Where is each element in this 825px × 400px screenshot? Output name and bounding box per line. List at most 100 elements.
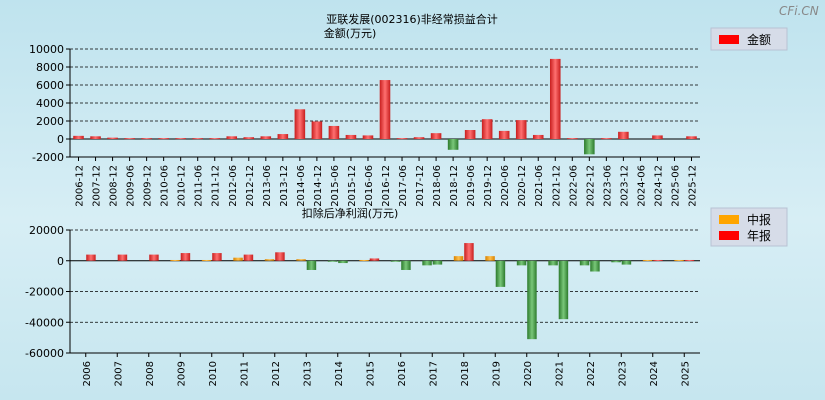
bar (549, 58, 561, 139)
x-tick-label: 2020-12 (517, 165, 528, 207)
x-tick-label: 2025 (680, 361, 691, 386)
bar-annual (306, 260, 317, 270)
x-tick-label: 2023-12 (619, 165, 630, 207)
x-tick-label: 2020-06 (500, 165, 511, 207)
bar (311, 121, 323, 139)
x-tick-label: 2011 (239, 361, 250, 386)
bar-interim (674, 259, 684, 261)
x-tick-label: 2011-06 (194, 165, 205, 207)
x-tick-label: 2007 (113, 361, 124, 386)
x-tick-label: 2012-06 (228, 165, 239, 207)
bar-annual (86, 254, 96, 261)
bar-interim (611, 260, 621, 263)
bar (345, 134, 357, 139)
bar (532, 134, 544, 139)
x-tick-label: 2021 (554, 361, 565, 386)
legend-label: 年报 (747, 228, 771, 243)
bar-annual (369, 258, 380, 261)
bar (73, 135, 84, 139)
x-tick-label: 2012 (271, 361, 282, 386)
bar (362, 135, 374, 139)
bar-interim (233, 257, 243, 261)
bar (584, 139, 595, 155)
x-tick-label: 2007-12 (92, 165, 103, 207)
bar (447, 139, 459, 150)
bar (396, 138, 408, 140)
legend-swatch (719, 231, 739, 240)
x-tick-label: 2019 (491, 361, 502, 386)
bar (328, 125, 340, 139)
bar (260, 136, 272, 139)
x-tick-label: 2025-06 (670, 165, 681, 207)
bar (515, 120, 527, 139)
bar (107, 137, 118, 139)
y-tick-label: 20000 (29, 224, 64, 237)
y-tick-label: 10000 (29, 43, 64, 56)
bar-interim (548, 260, 558, 266)
x-tick-label: 2022-06 (568, 165, 579, 207)
bar-annual (149, 254, 159, 261)
bar (294, 109, 306, 139)
bar-interim (327, 260, 338, 262)
bar (413, 137, 425, 139)
bar-interim (422, 260, 432, 266)
bar-annual (590, 260, 600, 272)
bar (226, 136, 238, 139)
bar (175, 138, 186, 140)
x-tick-label: 2022 (586, 361, 597, 386)
bar (567, 138, 578, 140)
chart2-title: 扣除后净利润(万元) (302, 206, 399, 220)
x-tick-label: 2008-12 (109, 165, 120, 207)
bar-annual (495, 260, 506, 287)
bar (141, 138, 152, 140)
x-tick-label: 2009-12 (143, 165, 154, 207)
y-tick-label: -60000 (25, 347, 64, 360)
x-tick-label: 2013 (302, 361, 313, 386)
y-tick-label: 8000 (36, 61, 64, 74)
bar (243, 137, 255, 139)
x-tick-label: 2014 (334, 361, 345, 386)
x-tick-label: 2023 (617, 361, 628, 386)
x-tick-label: 2016-12 (381, 165, 392, 207)
bar-interim (453, 256, 464, 261)
bar (618, 131, 629, 139)
x-tick-label: 2008 (145, 361, 156, 386)
x-tick-label: 2013-06 (262, 165, 273, 207)
x-tick-label: 2015-06 (330, 165, 341, 207)
x-tick-label: 2017 (428, 361, 439, 386)
x-tick-label: 2019-12 (483, 165, 494, 207)
x-tick-label: 2015-12 (347, 165, 358, 207)
bar-annual (432, 260, 443, 265)
legend-swatch (719, 35, 739, 44)
x-tick-label: 2013-12 (279, 165, 290, 207)
x-tick-label: 2017-06 (398, 165, 409, 207)
y-tick-label: 0 (57, 133, 64, 146)
bar-annual (180, 253, 191, 261)
legend-label: 中报 (747, 212, 771, 227)
x-tick-label: 2017-12 (415, 165, 426, 207)
x-tick-label: 2021-06 (534, 165, 545, 207)
x-tick-label: 2023-06 (602, 165, 613, 207)
x-tick-label: 2024-06 (636, 165, 647, 207)
y-tick-label: -40000 (25, 316, 64, 329)
chart1-title: 亚联发展(002316)非经常损益合计 (326, 12, 498, 26)
bar (209, 138, 221, 140)
bar (686, 136, 697, 139)
bar (379, 80, 391, 139)
bar (498, 130, 510, 139)
y-tick-label: -2000 (32, 151, 64, 164)
bar-annual (117, 254, 128, 261)
x-tick-label: 2014-12 (313, 165, 324, 207)
bar-annual (527, 260, 537, 340)
bar-interim (264, 259, 275, 261)
x-tick-label: 2024 (649, 361, 660, 386)
bar-interim (485, 256, 495, 261)
chart1-subtitle: 金额(万元) (324, 26, 377, 40)
x-tick-label: 2010-06 (160, 165, 171, 207)
x-tick-label: 2015 (365, 361, 376, 386)
bar-interim (642, 259, 653, 261)
x-tick-label: 2022-12 (585, 165, 596, 207)
bar-annual (338, 260, 348, 264)
bar (481, 119, 493, 139)
